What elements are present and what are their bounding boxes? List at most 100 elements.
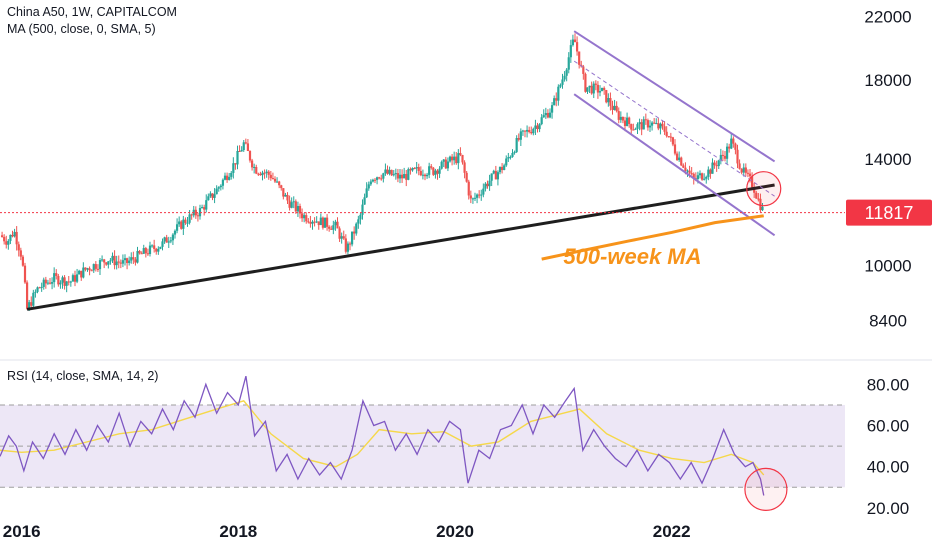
candle-body	[140, 253, 143, 255]
candle-body	[232, 163, 235, 173]
candle-body	[538, 124, 541, 130]
current-price-label: 11817	[865, 203, 914, 223]
candle-body	[498, 166, 502, 173]
candle-body	[750, 176, 754, 188]
candle-body	[371, 179, 375, 182]
candle-body	[23, 265, 27, 283]
ma-indicator-label: MA (500, close, 0, SMA, 5)	[7, 22, 156, 36]
candle-body	[178, 221, 181, 225]
candle-body	[419, 170, 422, 176]
candle-body	[650, 122, 654, 126]
candle-body	[623, 120, 627, 126]
rsi-tick-label: 20.00	[867, 499, 910, 518]
candle-body	[707, 169, 710, 177]
candle-body	[713, 162, 716, 166]
candle-body	[390, 169, 393, 176]
candle-body	[525, 129, 529, 132]
candle-body	[357, 219, 360, 224]
candle-body	[280, 185, 283, 189]
candle-body	[55, 273, 58, 276]
candle-body	[119, 262, 122, 264]
candle-body	[282, 188, 285, 197]
candle-body	[696, 175, 700, 180]
candle-body	[353, 231, 356, 234]
candle-body	[115, 261, 118, 266]
candle-body	[605, 90, 608, 103]
candle-body	[92, 264, 95, 271]
candle-body	[180, 221, 183, 229]
candle-body	[384, 169, 387, 174]
candle-body	[198, 208, 202, 217]
candle-body	[128, 260, 131, 264]
rsi-tick-label: 40.00	[867, 458, 910, 477]
channel-lower-line	[573, 93, 776, 237]
candle-body	[517, 138, 520, 140]
candle-body	[240, 150, 243, 152]
candle-body	[346, 243, 350, 252]
candle-body	[669, 136, 672, 138]
candle-body	[688, 170, 691, 174]
candle-body	[130, 257, 133, 261]
candle-body	[740, 168, 743, 173]
candle-body	[113, 255, 116, 266]
candle-body	[321, 217, 325, 228]
candle-body	[548, 112, 552, 118]
candle-body	[59, 282, 62, 285]
candle-body	[744, 167, 747, 173]
candle-body	[609, 98, 612, 106]
candle-body	[298, 206, 302, 214]
candle-body	[553, 98, 556, 106]
rsi-tick-label: 60.00	[867, 417, 910, 436]
candle-body	[25, 282, 29, 309]
chart-title: China A50, 1W, CAPITALCOM	[7, 5, 177, 19]
candle-body	[615, 105, 618, 112]
candle-body	[221, 179, 225, 186]
candle-body	[407, 169, 410, 180]
candle-body	[484, 183, 487, 189]
candle-body	[584, 73, 587, 92]
candle-body	[382, 173, 385, 179]
candle-body	[271, 178, 275, 180]
candle-body	[194, 209, 197, 216]
candle-body	[732, 138, 735, 144]
candle-body	[388, 169, 391, 174]
candle-body	[475, 194, 479, 198]
candle-body	[203, 207, 206, 210]
candle-body	[588, 85, 591, 88]
candle-body	[134, 259, 137, 263]
candle-body	[636, 124, 639, 129]
candle-body	[603, 87, 606, 91]
candle-body	[230, 172, 233, 177]
candle-body	[682, 165, 685, 168]
candle-body	[109, 260, 112, 262]
candle-body	[40, 286, 43, 288]
candle-body	[363, 197, 366, 205]
candle-body	[736, 149, 739, 164]
candle-body	[434, 170, 437, 175]
candle-body	[213, 194, 216, 198]
candle-body	[471, 198, 475, 200]
candle-body	[396, 173, 400, 179]
candle-body	[717, 160, 720, 167]
candle-body	[65, 281, 68, 286]
candle-body	[386, 169, 389, 174]
candle-body	[600, 87, 604, 92]
breakdown-circle	[746, 171, 782, 207]
candle-body	[107, 261, 110, 265]
year-tick-label: 2016	[3, 522, 41, 541]
candle-body	[432, 167, 435, 175]
candle-body	[75, 274, 79, 282]
candle-body	[411, 168, 414, 171]
current-price-tag	[846, 199, 932, 226]
candle-body	[294, 201, 297, 212]
candle-body	[661, 123, 664, 127]
candle-body	[500, 166, 504, 170]
candle-body	[19, 250, 22, 257]
candle-body	[705, 176, 708, 179]
candle-body	[336, 221, 339, 229]
candle-body	[394, 173, 397, 175]
candle-body	[467, 181, 470, 196]
candle-body	[253, 166, 256, 168]
candle-body	[730, 138, 733, 149]
